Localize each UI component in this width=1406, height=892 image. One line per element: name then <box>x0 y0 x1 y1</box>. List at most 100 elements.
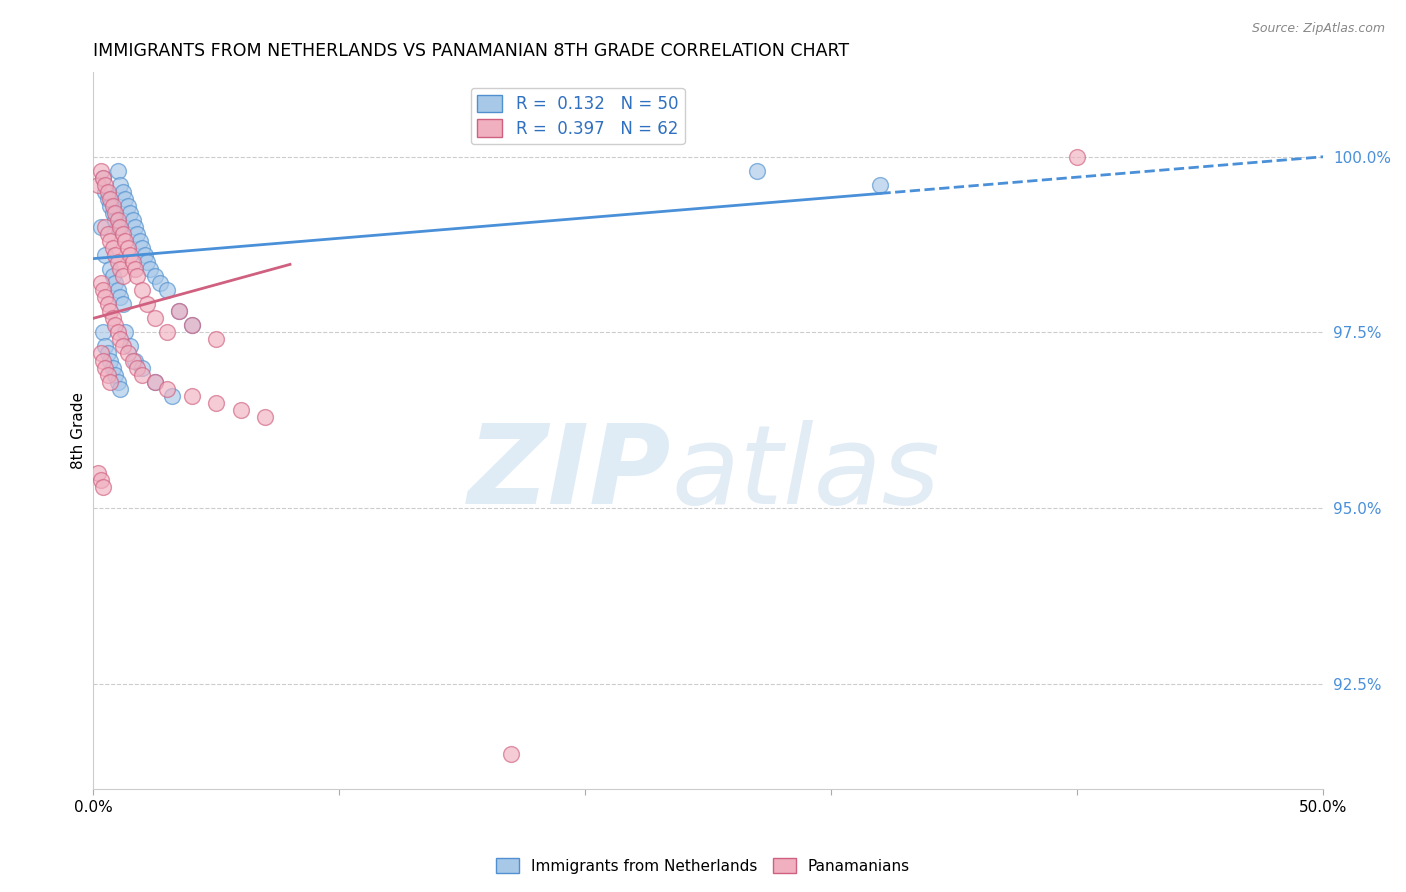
Point <box>87 466 110 480</box>
Point <box>180 318 202 333</box>
Point <box>97 227 120 241</box>
Point <box>131 360 153 375</box>
Point <box>110 333 132 347</box>
Point <box>107 255 129 269</box>
Point <box>94 219 117 234</box>
Point <box>205 395 228 409</box>
Point <box>169 304 191 318</box>
Point <box>120 248 142 262</box>
Point <box>124 219 146 234</box>
Point <box>97 368 120 382</box>
Point <box>104 213 127 227</box>
Point <box>869 178 891 192</box>
Text: atlas: atlas <box>671 420 941 527</box>
Point <box>120 339 142 353</box>
Point <box>205 333 228 347</box>
Point <box>107 213 129 227</box>
Point <box>180 318 202 333</box>
Point <box>91 353 114 368</box>
Point <box>131 283 153 297</box>
Point <box>111 227 134 241</box>
Point <box>143 269 166 284</box>
Point <box>101 311 124 326</box>
Point <box>107 375 129 389</box>
Point <box>114 234 136 248</box>
Point <box>87 178 110 192</box>
Point <box>104 277 127 291</box>
Point <box>139 262 162 277</box>
Point <box>90 346 112 360</box>
Point <box>160 389 183 403</box>
Point <box>149 277 172 291</box>
Text: Source: ZipAtlas.com: Source: ZipAtlas.com <box>1251 22 1385 36</box>
Legend: Immigrants from Netherlands, Panamanians: Immigrants from Netherlands, Panamanians <box>489 852 917 880</box>
Point <box>124 262 146 277</box>
Point <box>91 170 114 185</box>
Point <box>111 339 134 353</box>
Point <box>143 375 166 389</box>
Point <box>117 346 139 360</box>
Point <box>104 318 127 333</box>
Point <box>91 283 114 297</box>
Point <box>156 283 179 297</box>
Y-axis label: 8th Grade: 8th Grade <box>72 392 86 469</box>
Point <box>100 304 122 318</box>
Point <box>131 368 153 382</box>
Point <box>127 360 149 375</box>
Point <box>90 219 112 234</box>
Point <box>254 409 277 424</box>
Point <box>107 219 129 234</box>
Point <box>110 262 132 277</box>
Point <box>180 389 202 403</box>
Point <box>94 185 117 199</box>
Point <box>101 241 124 255</box>
Point <box>1066 150 1088 164</box>
Point <box>90 277 112 291</box>
Point <box>104 206 127 220</box>
Point <box>100 262 122 277</box>
Point <box>90 163 112 178</box>
Point <box>100 192 122 206</box>
Point <box>169 304 191 318</box>
Point <box>97 297 120 311</box>
Point <box>143 311 166 326</box>
Point <box>136 255 159 269</box>
Point <box>143 375 166 389</box>
Point <box>501 747 523 761</box>
Point <box>90 473 112 487</box>
Point <box>127 269 149 284</box>
Point <box>91 326 114 340</box>
Point <box>101 269 124 284</box>
Point <box>111 269 134 284</box>
Point <box>104 248 127 262</box>
Point <box>100 199 122 213</box>
Point <box>101 360 124 375</box>
Point <box>120 206 142 220</box>
Point <box>747 163 769 178</box>
Point <box>117 199 139 213</box>
Point <box>117 241 139 255</box>
Point <box>156 382 179 396</box>
Point <box>97 192 120 206</box>
Point <box>121 353 143 368</box>
Point <box>107 326 129 340</box>
Point <box>110 290 132 304</box>
Point <box>101 199 124 213</box>
Legend: R =  0.132   N = 50, R =  0.397   N = 62: R = 0.132 N = 50, R = 0.397 N = 62 <box>471 88 685 145</box>
Point <box>121 213 143 227</box>
Point <box>91 480 114 494</box>
Point <box>136 297 159 311</box>
Point <box>91 170 114 185</box>
Point <box>94 248 117 262</box>
Point <box>100 353 122 368</box>
Point <box>100 234 122 248</box>
Point <box>110 382 132 396</box>
Point <box>156 326 179 340</box>
Point <box>229 402 252 417</box>
Point <box>107 163 129 178</box>
Point <box>94 360 117 375</box>
Point <box>131 241 153 255</box>
Text: ZIP: ZIP <box>468 420 671 527</box>
Point <box>111 185 134 199</box>
Point <box>111 297 134 311</box>
